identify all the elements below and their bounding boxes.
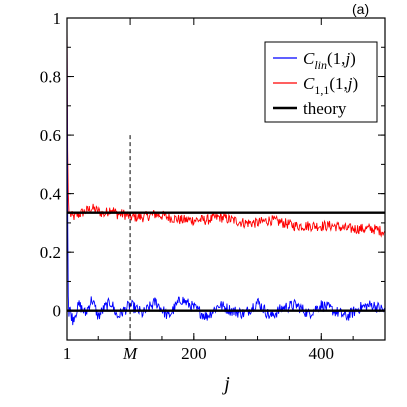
- x-tick-label: 200: [181, 344, 207, 363]
- legend-label: Clin(1,j): [303, 49, 356, 72]
- plot-area: [66, 17, 386, 340]
- y-tick-label: 1: [53, 9, 62, 28]
- legend-label: theory: [303, 99, 347, 118]
- axis-ticks: 0 0.2 0.4 0.6 0.8 1 1 M 200 400: [40, 9, 385, 363]
- legend: Clin(1,j)C1,1(1,j) theory: [264, 41, 378, 123]
- x-tick-label: 1: [63, 344, 72, 363]
- y-tick-label: 0.4: [40, 185, 62, 204]
- panel-label: (a): [352, 1, 369, 17]
- x-axis-title: j: [221, 373, 230, 395]
- y-tick-label: 0.6: [40, 126, 61, 145]
- x-tick-label: M: [122, 344, 138, 363]
- y-tick-label: 0.8: [40, 68, 61, 87]
- y-tick-label: 0.2: [40, 243, 61, 262]
- y-tick-label: 0: [53, 302, 62, 321]
- x-tick-label: 400: [309, 344, 335, 363]
- legend-label: C1,1(1,j): [303, 74, 358, 97]
